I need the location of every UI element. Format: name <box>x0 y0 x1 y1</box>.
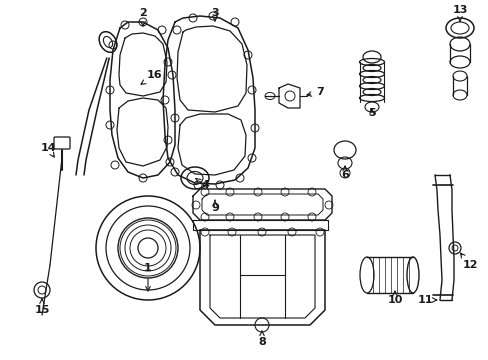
Text: 3: 3 <box>211 8 218 21</box>
Text: 13: 13 <box>451 5 467 21</box>
Text: 7: 7 <box>306 87 323 97</box>
Text: 6: 6 <box>340 166 348 180</box>
Text: 2: 2 <box>139 8 146 26</box>
Text: 15: 15 <box>34 299 50 315</box>
Text: 9: 9 <box>211 200 219 213</box>
Text: 16: 16 <box>141 70 163 84</box>
Text: 5: 5 <box>367 108 375 118</box>
Text: 12: 12 <box>460 253 477 270</box>
Text: 8: 8 <box>258 331 265 347</box>
Text: 11: 11 <box>416 295 436 305</box>
Text: 14: 14 <box>40 143 56 157</box>
Text: 4: 4 <box>195 179 208 190</box>
Text: 1: 1 <box>144 263 152 291</box>
Text: 10: 10 <box>386 291 402 305</box>
